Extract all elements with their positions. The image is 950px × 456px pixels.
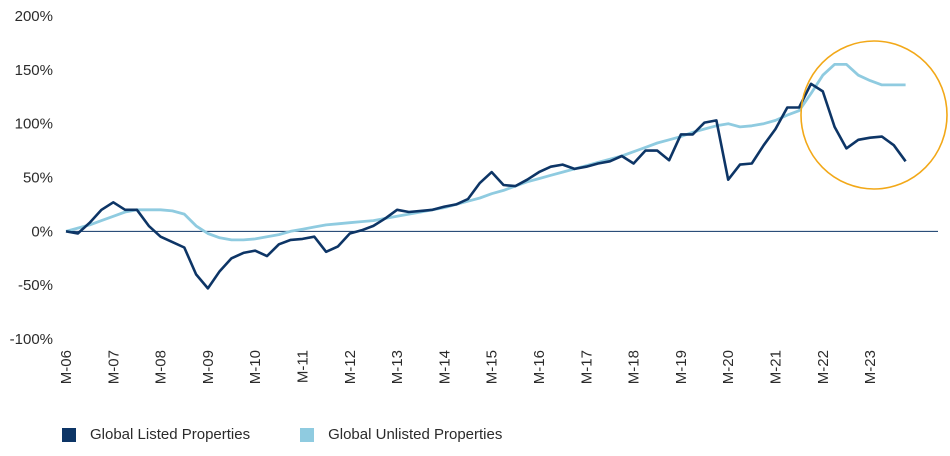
- x-axis: M-06 M-07 M-08 M-09 M-10 M-11 M-12 M-13 M-14 M-15…: [58, 350, 879, 384]
- x-tick-label: M-23: [862, 350, 879, 384]
- y-tick-label: 0%: [31, 223, 53, 240]
- legend-label-listed: Global Listed Properties: [90, 426, 251, 443]
- x-tick-label: M-21: [768, 350, 785, 384]
- legend: Global Listed Properties Global Unlisted…: [62, 426, 552, 443]
- legend-label-unlisted: Global Unlisted Properties: [328, 426, 503, 443]
- x-tick-label: M-18: [626, 350, 643, 384]
- series-line-listed: [65, 82, 907, 290]
- legend-item-listed: Global Listed Properties: [62, 426, 250, 443]
- series-layer: [65, 63, 907, 290]
- x-tick-label: M-13: [389, 350, 406, 384]
- x-tick-label: M-20: [720, 350, 737, 384]
- highlight-circle: [800, 40, 948, 190]
- x-tick-label: M-14: [436, 350, 453, 384]
- x-tick-label: M-10: [247, 350, 264, 384]
- x-tick-label: M-06: [58, 350, 75, 384]
- y-tick-label: 100%: [15, 116, 53, 133]
- x-tick-label: M-12: [342, 350, 359, 384]
- x-tick-label: M-17: [578, 350, 595, 384]
- y-tick-label: -50%: [18, 277, 53, 294]
- x-tick-label: M-19: [673, 350, 690, 384]
- legend-item-unlisted: Global Unlisted Properties: [300, 426, 502, 443]
- series-line-unlisted: [65, 63, 906, 242]
- legend-swatch-unlisted: [300, 427, 315, 442]
- x-tick-label: M-15: [484, 350, 501, 384]
- x-tick-label: M-08: [153, 350, 170, 384]
- y-tick-label: -100%: [10, 331, 53, 348]
- y-tick-label: 50%: [23, 170, 53, 187]
- x-tick-label: M-07: [105, 350, 122, 384]
- y-tick-label: 200%: [15, 8, 53, 25]
- x-tick-label: M-11: [295, 350, 312, 383]
- x-tick-label: M-22: [815, 350, 832, 384]
- x-tick-label: M-09: [200, 350, 217, 384]
- x-tick-label: M-16: [531, 350, 548, 384]
- legend-swatch-listed: [62, 427, 76, 442]
- y-tick-label: 150%: [15, 62, 53, 79]
- y-axis: -100% -50% 0% 50% 100% 150% 200%: [10, 8, 53, 348]
